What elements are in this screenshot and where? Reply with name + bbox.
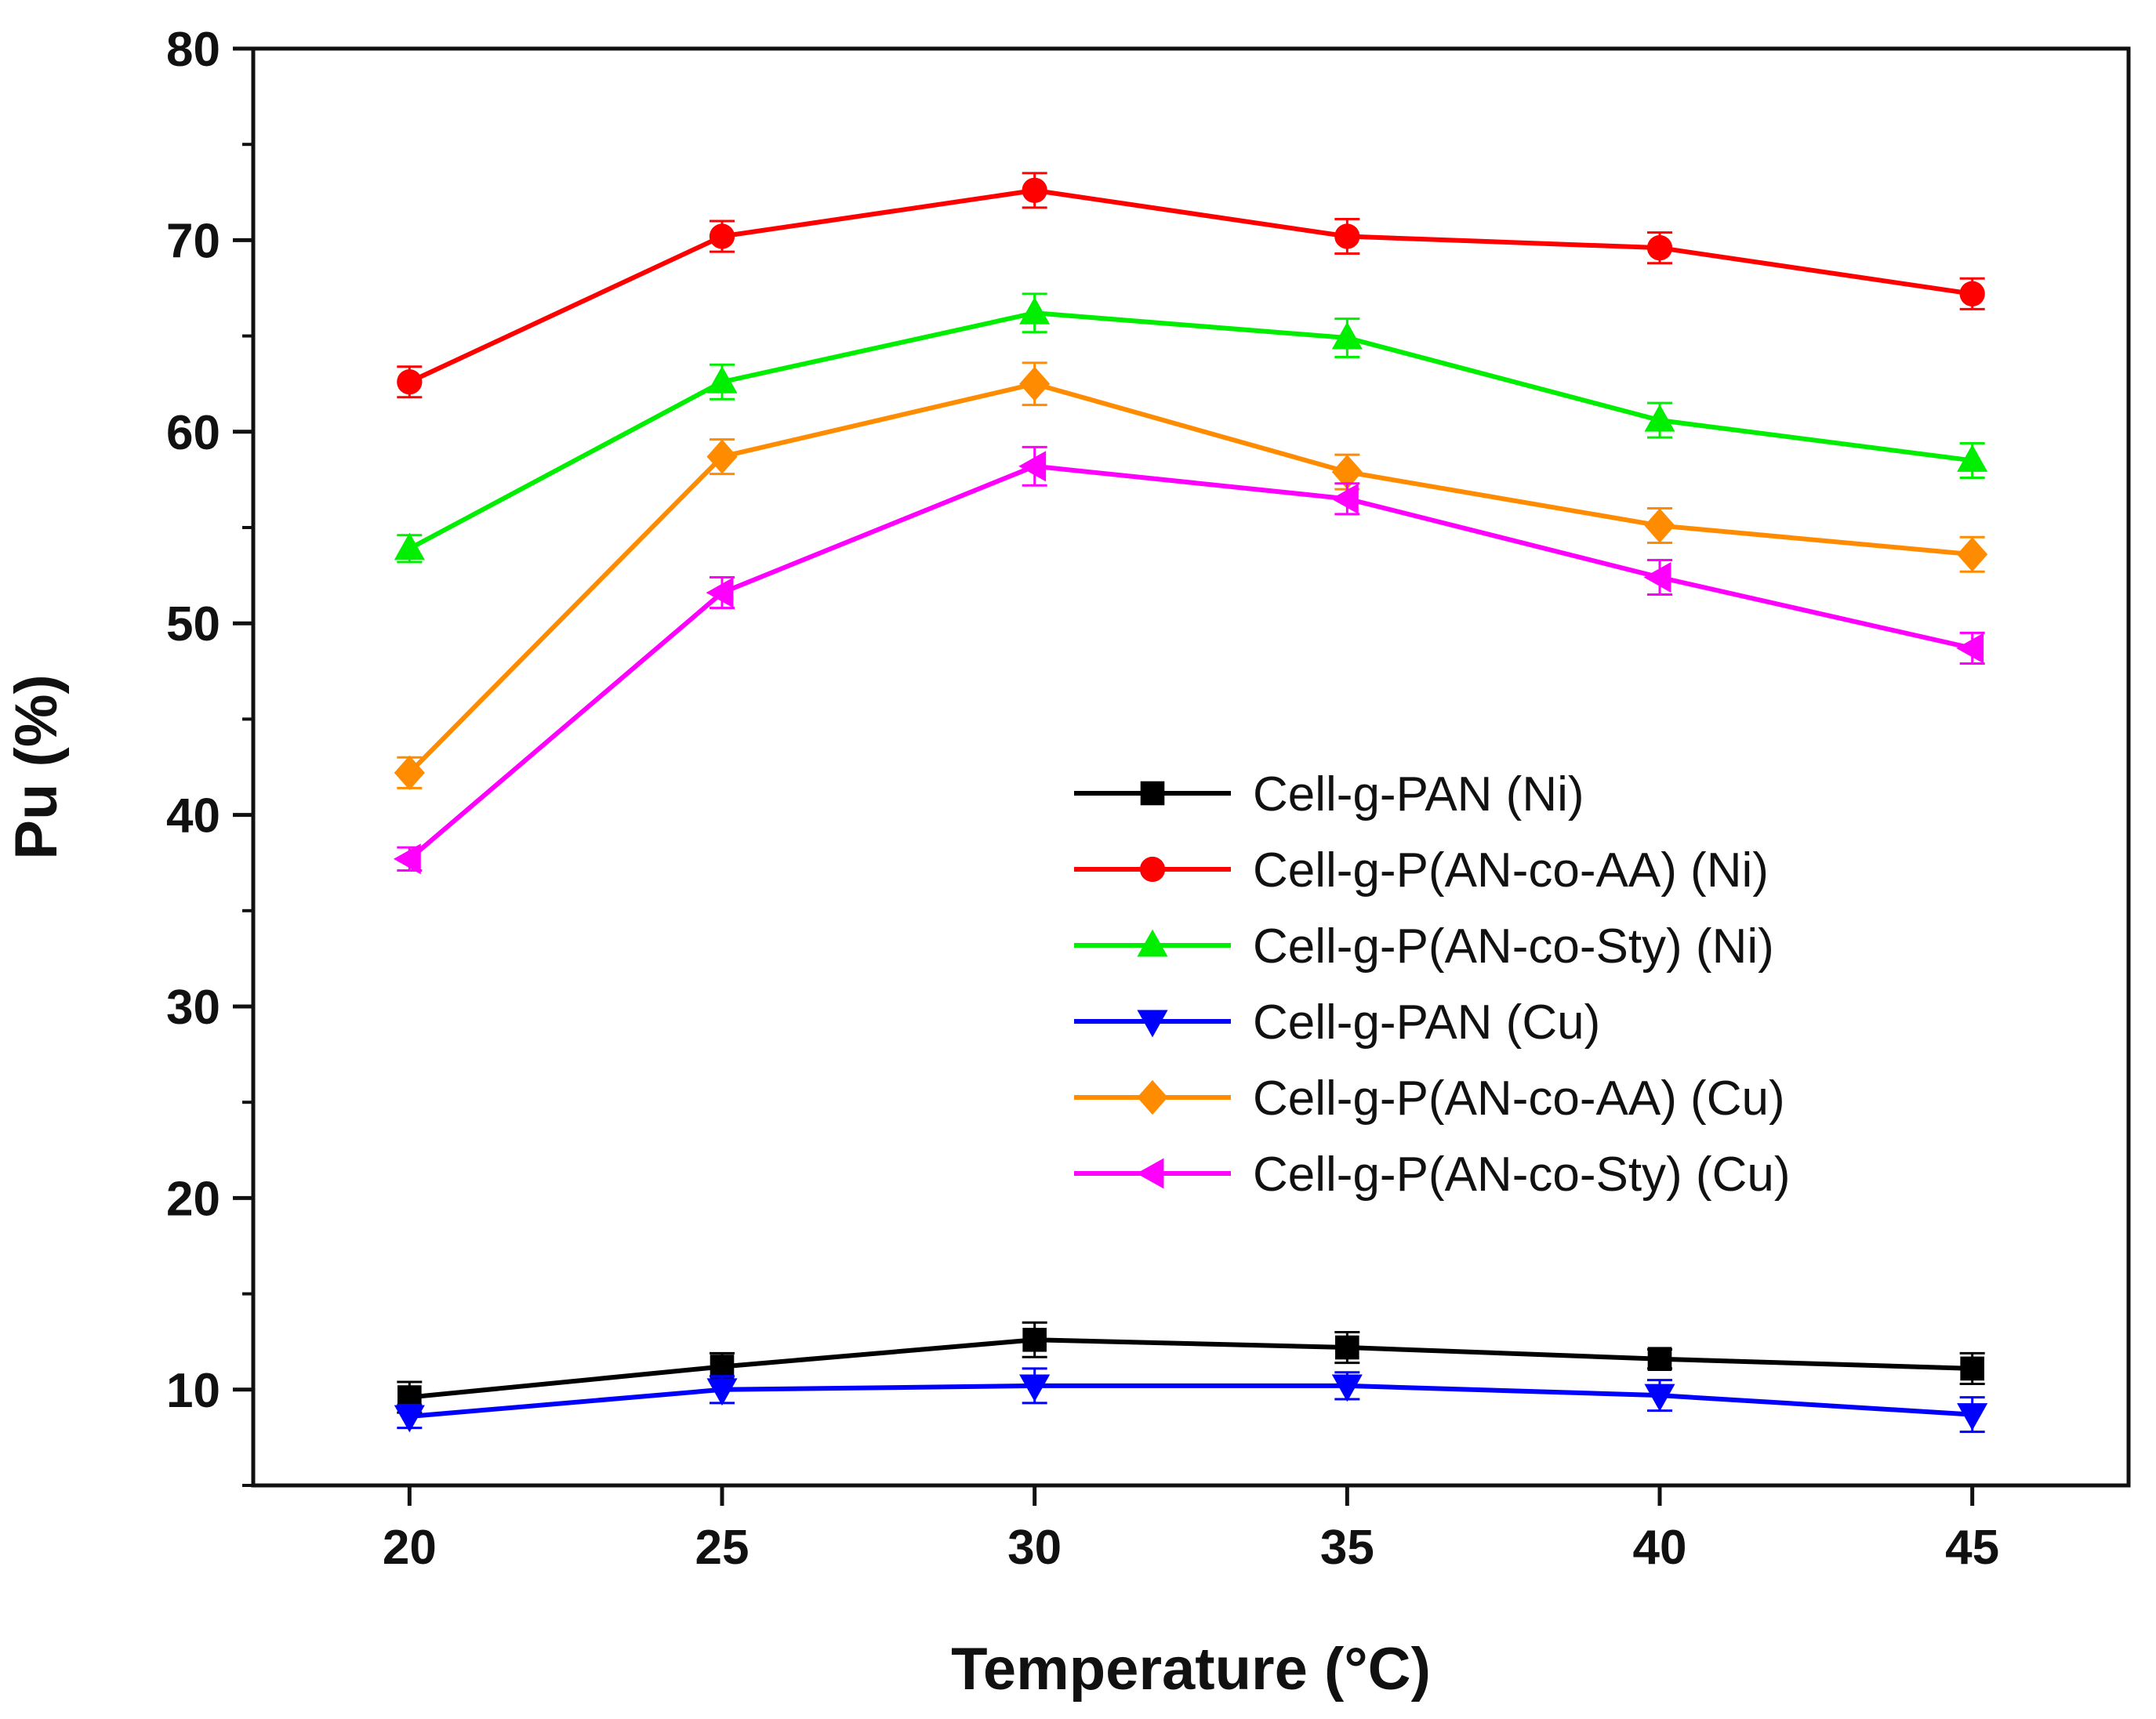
legend-swatch-marker: [1140, 781, 1165, 806]
data-point: [709, 223, 735, 249]
data-point: [1019, 1374, 1051, 1402]
series-layer: [393, 172, 1988, 1434]
legend-label: Cell-g-P(AN-co-Sty) (Cu): [1253, 1148, 1790, 1202]
data-point: [1022, 1327, 1047, 1352]
data-point: [1331, 455, 1363, 490]
data-point: [1957, 537, 1988, 572]
x-tick-label: 20: [383, 1521, 437, 1575]
data-point: [1335, 1335, 1359, 1360]
data-point: [1334, 223, 1360, 249]
y-tick-label: 40: [166, 789, 220, 843]
legend-label: Cell-g-P(AN-co-AA) (Cu): [1253, 1072, 1785, 1126]
data-point: [1331, 321, 1363, 350]
data-point: [1018, 451, 1047, 482]
legend-swatch-marker: [1137, 1010, 1168, 1038]
y-tick-label: 20: [166, 1172, 220, 1226]
y-tick-label: 70: [166, 214, 220, 268]
legend-swatch-marker: [1137, 1079, 1168, 1115]
y-tick-label: 60: [166, 406, 220, 460]
x-tick-label: 30: [1007, 1521, 1062, 1575]
data-point: [1956, 633, 1984, 664]
series-line: [409, 1337, 1973, 1400]
data-point: [1960, 1356, 1984, 1381]
y-tick-label: 80: [166, 23, 220, 77]
legend-item: Cell-g-P(AN-co-Sty) (Ni): [1074, 919, 1774, 974]
data-point: [1331, 1374, 1363, 1402]
x-tick-label: 35: [1320, 1521, 1374, 1575]
x-tick-label: 25: [695, 1521, 750, 1575]
y-axis: 10 20 30 40 50 60 70 80: [166, 23, 253, 1487]
series-4: [394, 1367, 1988, 1434]
legend-swatch-marker: [1136, 1158, 1164, 1189]
legend-label: Cell-g-PAN (Cu): [1253, 995, 1600, 1050]
data-point: [1643, 561, 1671, 593]
x-tick-label: 40: [1633, 1521, 1687, 1575]
legend-item: Cell-g-PAN (Ni): [1074, 767, 1584, 821]
series-line: [408, 187, 1973, 384]
legend-item: Cell-g-P(AN-co-AA) (Ni): [1074, 843, 1769, 898]
data-point: [710, 1355, 735, 1379]
legend-swatch-marker: [1137, 929, 1168, 957]
data-point: [1957, 444, 1988, 472]
y-tick-label: 50: [166, 597, 220, 651]
legend-item: Cell-g-P(AN-co-Sty) (Cu): [1074, 1148, 1790, 1202]
legend-item: Cell-g-PAN (Cu): [1074, 995, 1600, 1050]
data-point: [1330, 483, 1359, 514]
data-point: [1957, 1403, 1988, 1431]
series-2: [397, 172, 1985, 399]
series-line: [409, 1383, 1973, 1420]
data-point: [394, 532, 425, 560]
data-point: [1644, 508, 1675, 543]
data-point: [394, 755, 425, 790]
data-point: [706, 439, 738, 474]
data-point: [1959, 281, 1985, 306]
data-point: [706, 1378, 738, 1406]
y-axis-title: Pu (%): [3, 674, 70, 859]
data-point: [393, 843, 421, 875]
data-point: [706, 365, 738, 393]
legend-label: Cell-g-P(AN-co-Sty) (Ni): [1253, 919, 1774, 974]
y-tick-label: 10: [166, 1364, 220, 1418]
series-6: [393, 445, 1985, 875]
data-point: [1647, 1347, 1672, 1371]
legend-item: Cell-g-P(AN-co-AA) (Cu): [1074, 1072, 1785, 1126]
legend-swatch-marker: [1139, 856, 1166, 883]
plot-frame: [251, 46, 2131, 1488]
legend-label: Cell-g-P(AN-co-AA) (Ni): [1253, 843, 1769, 898]
data-point: [1644, 404, 1675, 432]
data-point: [1646, 235, 1673, 261]
series-line: [408, 310, 1973, 551]
data-point: [1019, 296, 1051, 325]
legend-label: Cell-g-PAN (Ni): [1253, 767, 1584, 821]
series-line: [408, 463, 1973, 861]
series-line: [408, 381, 1973, 774]
data-point: [397, 369, 423, 395]
data-point: [394, 1405, 425, 1433]
plot-border: [251, 46, 2131, 1488]
series-5: [394, 361, 1988, 790]
x-axis: 20 25 30 35 40 45: [383, 1485, 1999, 1575]
data-point: [706, 577, 734, 608]
series-3: [394, 292, 1988, 564]
x-axis-title: Temperature (°C): [951, 1636, 1431, 1703]
data-point: [1022, 177, 1047, 204]
data-point: [1644, 1384, 1675, 1412]
y-tick-label: 30: [166, 981, 220, 1035]
data-point: [1019, 366, 1051, 401]
x-tick-label: 45: [1945, 1521, 1999, 1575]
legend: Cell-g-PAN (Ni) Cell-g-P(AN-co-AA) (Ni) Ce…: [1074, 767, 1790, 1202]
